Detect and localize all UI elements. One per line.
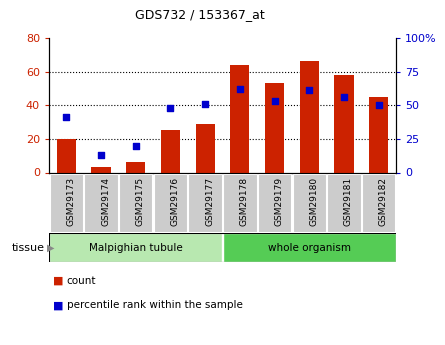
FancyBboxPatch shape [293,174,326,232]
Point [132,143,139,148]
Point [202,101,209,107]
Point [340,95,348,100]
Text: GSM29182: GSM29182 [379,177,388,226]
Bar [300,61,319,172]
Text: ▶: ▶ [47,243,54,253]
Bar [369,97,388,172]
Text: whole organism: whole organism [268,243,351,253]
FancyBboxPatch shape [258,174,291,232]
FancyBboxPatch shape [50,174,83,232]
Text: GSM29181: GSM29181 [344,177,353,226]
Bar [57,139,76,172]
Point [236,86,243,92]
Text: percentile rank within the sample: percentile rank within the sample [67,300,243,310]
FancyBboxPatch shape [49,234,222,262]
FancyBboxPatch shape [223,234,396,262]
Text: GDS732 / 153367_at: GDS732 / 153367_at [135,8,265,21]
Bar [231,65,249,172]
Point [97,152,105,158]
Text: GSM29178: GSM29178 [240,177,249,226]
FancyBboxPatch shape [85,174,117,232]
Text: GSM29177: GSM29177 [205,177,214,226]
Bar [196,124,214,172]
FancyBboxPatch shape [362,174,395,232]
Text: tissue: tissue [12,243,45,253]
Text: GSM29176: GSM29176 [170,177,179,226]
Bar [335,75,353,172]
FancyBboxPatch shape [119,174,152,232]
Point [306,88,313,93]
Point [63,115,70,120]
Bar [126,162,145,172]
Point [375,102,382,108]
Text: GSM29174: GSM29174 [101,177,110,226]
Text: ■: ■ [53,300,64,310]
Text: count: count [67,276,96,286]
Bar [92,167,110,172]
Text: GSM29173: GSM29173 [66,177,75,226]
Point [271,98,278,104]
FancyBboxPatch shape [154,174,187,232]
Text: GSM29179: GSM29179 [275,177,283,226]
Text: GSM29175: GSM29175 [136,177,145,226]
FancyBboxPatch shape [328,174,360,232]
Point [167,105,174,111]
Bar [265,83,284,172]
FancyBboxPatch shape [223,174,256,232]
Text: ■: ■ [53,276,64,286]
Bar [161,130,180,172]
Text: Malpighian tubule: Malpighian tubule [89,243,182,253]
Text: GSM29180: GSM29180 [309,177,318,226]
FancyBboxPatch shape [189,174,222,232]
